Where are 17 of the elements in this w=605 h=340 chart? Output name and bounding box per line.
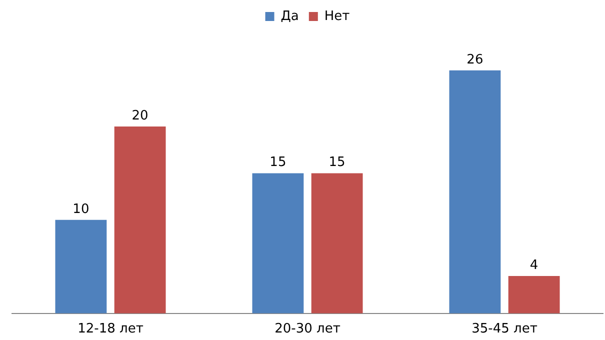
bar (55, 220, 107, 314)
legend-label: Да (280, 8, 299, 24)
data-label: 26 (466, 52, 484, 68)
bar (252, 173, 304, 314)
data-label: 15 (270, 155, 286, 170)
data-label: 15 (328, 155, 346, 170)
data-label: 4 (530, 258, 538, 273)
x-tick-label: 35-45 лет (472, 322, 538, 337)
bar (508, 276, 560, 314)
bar (449, 70, 501, 314)
bar (311, 173, 363, 314)
x-tick-label: 20-30 лет (274, 322, 341, 337)
data-label: 20 (132, 108, 148, 124)
x-tick-label: 12-18 лет (78, 322, 144, 337)
legend-label: Нет (324, 8, 350, 24)
bar (114, 126, 166, 314)
data-label: 10 (72, 202, 90, 217)
